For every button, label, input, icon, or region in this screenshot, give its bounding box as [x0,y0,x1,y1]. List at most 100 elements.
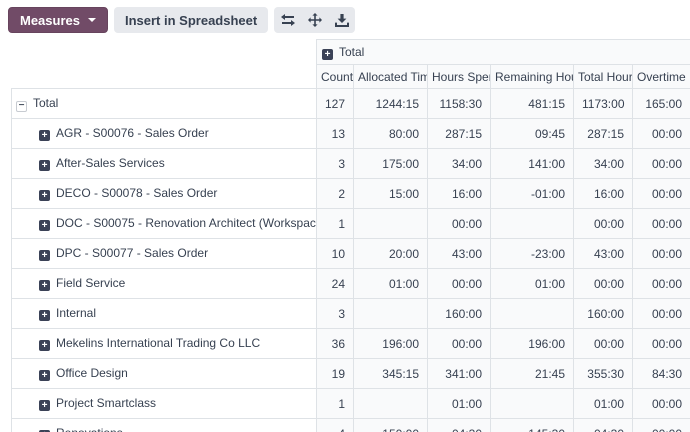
pivot-value-cell: 13 [316,118,354,149]
pivot-value-cell: 3 [316,148,354,179]
pivot-value-cell: 00:00 [573,268,633,299]
pivot-row-header[interactable]: + Project Smartclass [11,388,317,419]
table-row: + After-Sales Services 3 175:00 34:00 141:00… [11,148,690,179]
column-group-row: + Total [11,39,690,65]
expand-row-icon[interactable]: + [39,130,50,141]
pivot-row-header[interactable]: + DOC - S00075 - Renovation Architect (Wo… [11,208,317,239]
flip-axis-button[interactable] [274,7,301,33]
table-row: + DECO - S00078 - Sales Order 2 15:00 16:00… [11,178,690,209]
pivot-value-cell: 00:00 [573,328,633,359]
pivot-row-header[interactable]: + DECO - S00078 - Sales Order [11,178,317,209]
expand-all-button[interactable] [301,7,328,33]
pivot-value-cell: 01:00 [353,268,428,299]
table-row: + Field Service 24 01:00 00:00 01:00 00:00 00:… [11,268,690,299]
pivot-value-cell: -23:00 [490,238,574,269]
row-label: Internal [56,306,97,320]
expand-row-icon[interactable]: − [16,100,27,112]
row-label: Mekelins International Trading Co LLC [56,336,261,350]
pivot-row-header[interactable]: + AGR - S00076 - Sales Order [11,118,317,149]
pivot-value-cell: 43:00 [427,238,491,269]
column-header-remaining-hours[interactable]: Remaining Hours [490,64,574,89]
measures-button-label: Measures [20,12,80,28]
expand-row-icon[interactable]: + [39,280,50,291]
pivot-value-cell [490,208,574,239]
pivot-value-cell: 00:00 [631,118,690,149]
pivot-value-cell: 36 [316,328,354,359]
pivot-row-header[interactable]: − Total [11,88,317,119]
pivot-row-header[interactable]: + Field Service [11,268,317,299]
row-label: Project Smartclass [56,396,157,410]
pivot-value-cell: 21:45 [490,358,574,389]
column-group-header-total[interactable]: + Total [315,39,690,65]
pivot-value-cell: 16:00 [427,178,491,209]
pivot-value-cell: 3 [316,298,354,329]
pivot-value-cell: 2 [316,178,354,209]
column-header-total-hours[interactable]: Total Hours [573,64,633,89]
pivot-value-cell: 150:00 [353,418,428,432]
pivot-row-header[interactable]: + After-Sales Services [11,148,317,179]
pivot-value-cell: 43:00 [573,238,633,269]
pivot-value-cell: 160:00 [573,298,633,329]
row-label: Field Service [56,276,126,290]
pivot-value-cell [353,298,428,329]
expand-row-icon[interactable]: + [39,370,50,381]
pivot-value-cell: 15:00 [353,178,428,209]
arrows-move-icon [307,13,322,27]
row-label: Office Design [56,366,128,380]
pivot-value-cell: 10 [316,238,354,269]
expand-columns-icon[interactable]: + [322,48,333,60]
pivot-value-cell: 145:30 [490,418,574,432]
expand-row-icon[interactable]: + [39,220,50,231]
pivot-value-cell: 00:00 [631,238,690,269]
row-label: Renovations [56,426,123,432]
pivot-value-cell: 00:00 [631,328,690,359]
expand-row-icon[interactable]: + [39,160,50,171]
column-header-overtime[interactable]: Overtime [631,64,690,89]
pivot-value-cell: 20:00 [353,238,428,269]
pivot-value-cell: 00:00 [631,388,690,419]
table-row: + Internal 3 160:00 160:00 00:00 [11,298,690,329]
table-row: + DOC - S00075 - Renovation Architect (Wo… [11,208,690,239]
column-header-count[interactable]: Count [316,64,354,89]
corner-cell [11,39,317,65]
column-header-allocated-time[interactable]: Allocated Time [353,64,428,89]
expand-row-icon[interactable]: + [39,430,50,432]
pivot-value-cell: 00:00 [631,208,690,239]
pivot-row-header[interactable]: + DPC - S00077 - Sales Order [11,238,317,269]
insert-in-spreadsheet-button[interactable]: Insert in Spreadsheet [113,7,269,33]
pivot-value-cell: 287:15 [427,118,491,149]
row-label: DOC - S00075 - Renovation Architect (Wor… [56,216,317,230]
pivot-value-cell: 04:30 [573,418,633,432]
expand-row-icon[interactable]: + [39,400,50,411]
pivot-value-cell: 1158:30 [427,88,491,119]
pivot-row-header[interactable]: + Renovations [11,418,317,432]
pivot-value-cell: 19 [316,358,354,389]
row-label: After-Sales Services [56,156,165,170]
expand-row-icon[interactable]: + [39,310,50,321]
table-row: + Mekelins International Trading Co LLC 3… [11,328,690,359]
pivot-value-cell [490,388,574,419]
download-button[interactable] [328,7,355,33]
pivot-value-cell: 160:00 [427,298,491,329]
row-label: AGR - S00076 - Sales Order [56,126,209,140]
corner-cell [11,64,317,89]
table-row: − Total 127 1244:15 1158:30 481:15 1173:00 165… [11,88,690,119]
pivot-value-cell [353,208,428,239]
pivot-value-cell: 00:00 [631,268,690,299]
column-header-hours-spent[interactable]: Hours Spent [427,64,491,89]
row-label: DPC - S00077 - Sales Order [56,246,209,260]
pivot-row-header[interactable]: + Mekelins International Trading Co LLC [11,328,317,359]
pivot-row-header[interactable]: + Office Design [11,358,317,389]
pivot-value-cell: 16:00 [573,178,633,209]
exchange-arrows-icon [280,14,295,26]
expand-row-icon[interactable]: + [39,250,50,261]
pivot-value-cell: 481:15 [490,88,574,119]
pivot-value-cell: 84:30 [631,358,690,389]
expand-row-icon[interactable]: + [39,190,50,201]
measures-button[interactable]: Measures [8,7,108,33]
pivot-row-header[interactable]: + Internal [11,298,317,329]
table-row: + DPC - S00077 - Sales Order 10 20:00 43:00… [11,238,690,269]
expand-row-icon[interactable]: + [39,340,50,351]
